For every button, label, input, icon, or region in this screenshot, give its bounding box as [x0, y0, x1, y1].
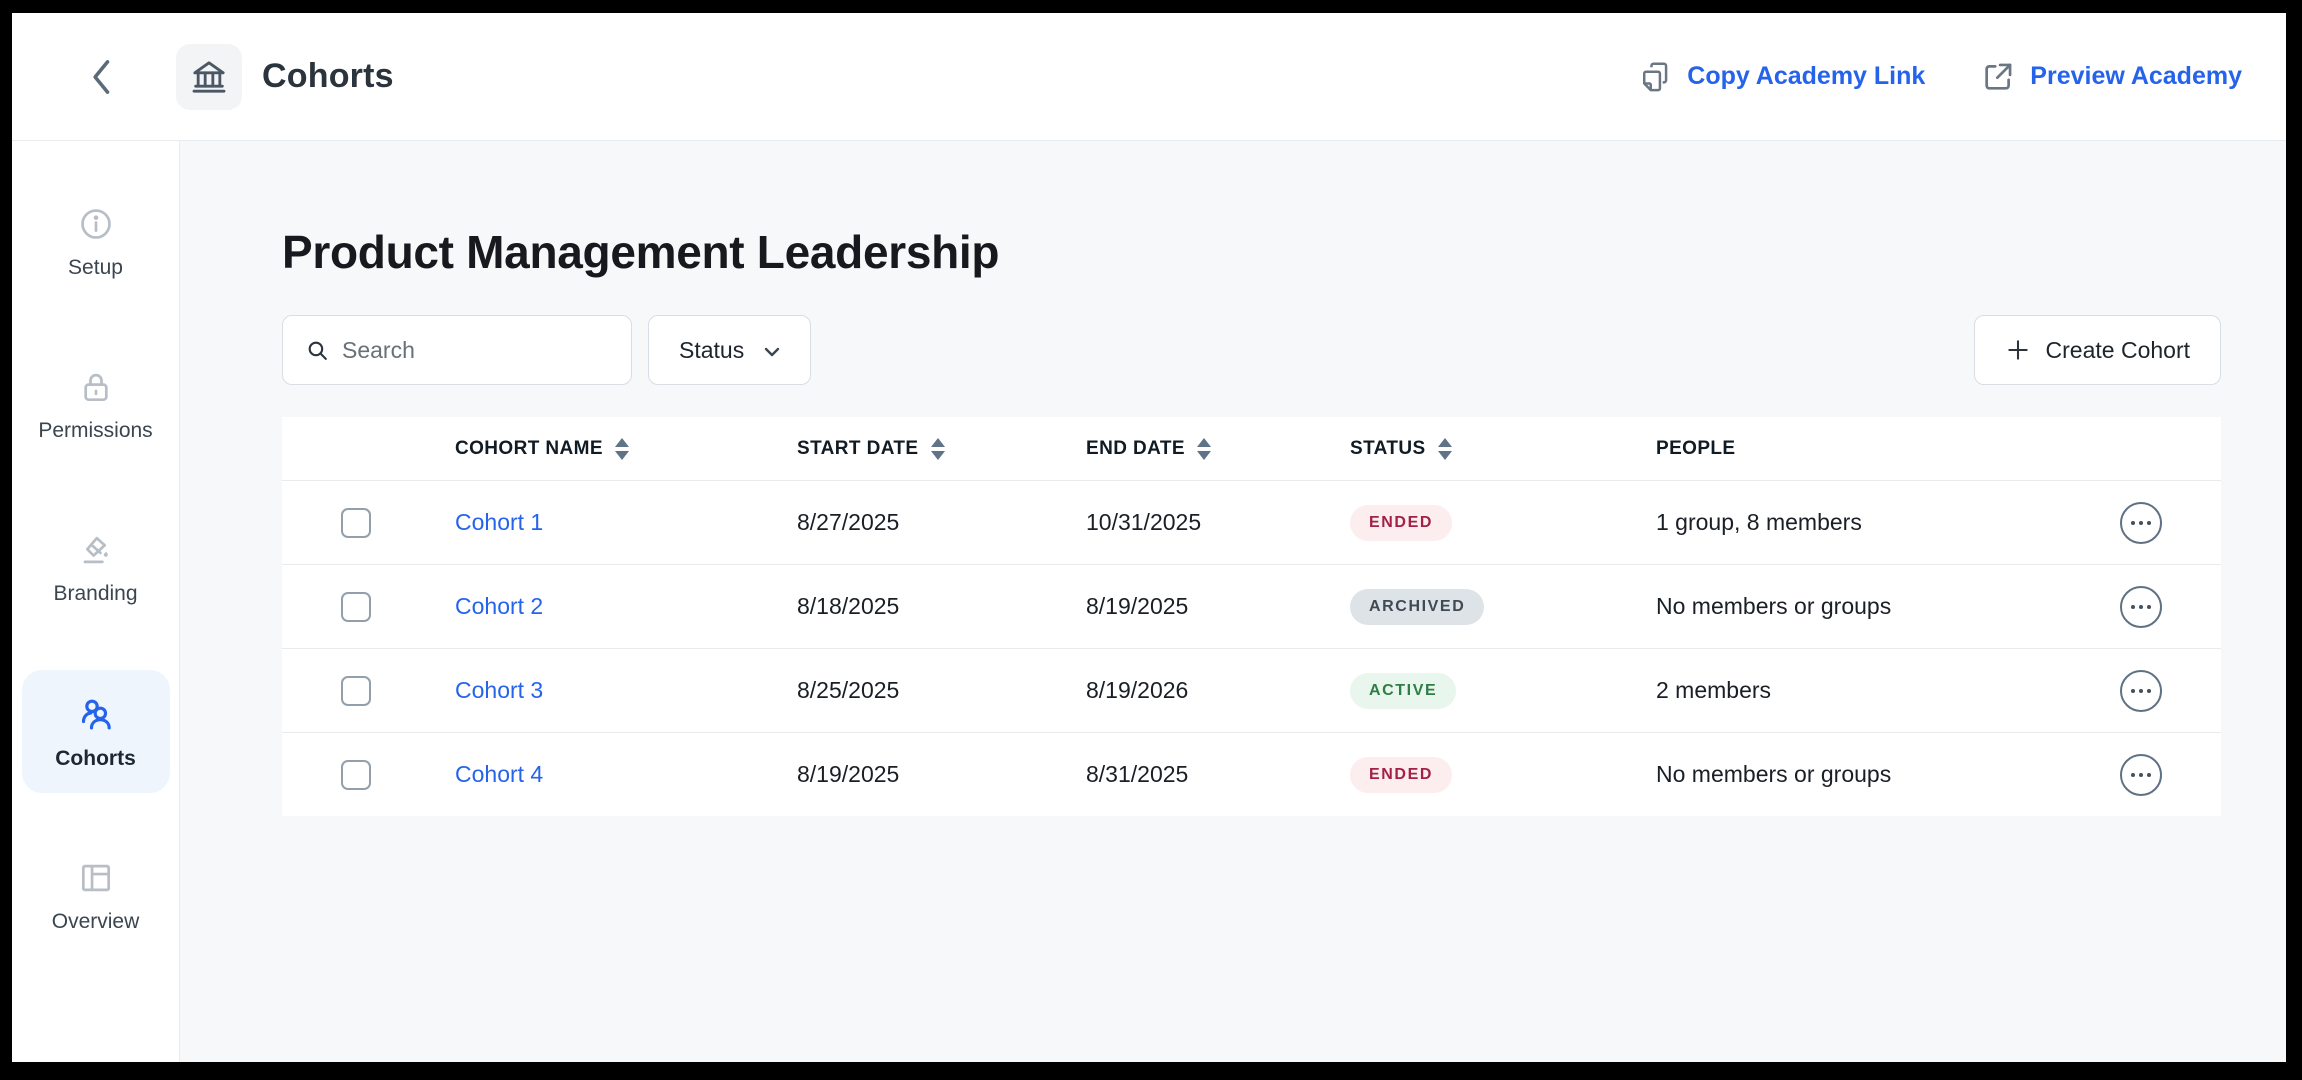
people-cell: 1 group, 8 members — [1656, 509, 1862, 535]
sidebar-item-overview[interactable]: Overview — [22, 835, 170, 956]
ellipsis-icon — [2131, 688, 2135, 693]
cohort-name-link[interactable]: Cohort 2 — [455, 593, 544, 619]
ellipsis-icon — [2131, 772, 2135, 777]
ellipsis-icon — [2131, 604, 2135, 609]
start-date-cell: 8/19/2025 — [797, 761, 900, 787]
academy-logo-chip — [176, 43, 242, 110]
table-row: Cohort 2 8/18/2025 8/19/2025 ARCHIVED No… — [282, 564, 2221, 648]
create-cohort-button[interactable]: Create Cohort — [1973, 315, 2221, 385]
sidebar-item-branding[interactable]: Branding — [22, 507, 170, 628]
people-cell: No members or groups — [1656, 761, 1892, 787]
page-title: Product Management Leadership — [282, 226, 1000, 278]
top-bar: Cohorts Copy Academy Link — [12, 13, 2286, 141]
start-date-cell: 8/27/2025 — [797, 509, 900, 535]
copy-icon — [1640, 60, 1672, 94]
lock-icon — [77, 368, 115, 406]
column-header-label: PEOPLE — [1656, 437, 1736, 459]
status-badge: ENDED — [1350, 504, 1453, 541]
layout-icon — [77, 859, 115, 897]
column-header-end[interactable]: END DATE — [1086, 437, 1350, 460]
column-header-start[interactable]: START DATE — [797, 437, 1086, 460]
sidebar: Setup Permissions Branding Cohorts Overv… — [12, 141, 180, 1062]
page-context-title: Cohorts — [262, 57, 394, 95]
chevron-left-icon — [85, 55, 119, 99]
preview-academy-button[interactable]: Preview Academy — [1981, 60, 2242, 94]
plus-icon — [2005, 337, 2031, 363]
main-content: Product Management Leadership Status — [180, 141, 2286, 1062]
row-actions-menu-button[interactable] — [2120, 753, 2162, 796]
sort-arrows-icon — [1196, 437, 1211, 460]
column-header-label: STATUS — [1350, 437, 1426, 459]
row-checkbox[interactable] — [341, 591, 371, 622]
cohort-name-link[interactable]: Cohort 1 — [455, 509, 544, 535]
people-icon — [76, 694, 116, 734]
topbar-actions: Copy Academy Link Preview Academy — [1640, 60, 2242, 94]
end-date-cell: 8/31/2025 — [1086, 761, 1189, 787]
cohort-name-link[interactable]: Cohort 4 — [455, 761, 544, 787]
start-date-cell: 8/18/2025 — [797, 593, 900, 619]
people-cell: No members or groups — [1656, 593, 1892, 619]
sidebar-item-setup[interactable]: Setup — [22, 181, 170, 302]
cohorts-table: COHORT NAME START DATE END DATE STATUS PEOPL… — [282, 417, 2221, 816]
chevron-down-icon — [760, 340, 784, 364]
paint-bucket-icon — [77, 531, 115, 569]
status-badge: ACTIVE — [1350, 672, 1457, 709]
preview-academy-label: Preview Academy — [2030, 62, 2242, 90]
table-row: Cohort 3 8/25/2025 8/19/2026 ACTIVE 2 me… — [282, 648, 2221, 732]
row-checkbox[interactable] — [341, 759, 371, 790]
external-link-icon — [1981, 60, 2015, 94]
row-checkbox[interactable] — [341, 675, 371, 706]
sidebar-item-cohorts[interactable]: Cohorts — [21, 670, 170, 793]
column-header-name[interactable]: COHORT NAME — [455, 437, 797, 460]
row-actions-menu-button[interactable] — [2120, 669, 2162, 712]
table-header-row: COHORT NAME START DATE END DATE STATUS PEOPL… — [282, 417, 2221, 480]
info-icon — [77, 205, 115, 243]
people-cell: 2 members — [1656, 677, 1772, 703]
search-box — [282, 315, 632, 385]
bank-icon — [189, 57, 229, 97]
column-header-status[interactable]: STATUS — [1350, 437, 1656, 460]
row-checkbox[interactable] — [341, 507, 371, 538]
end-date-cell: 8/19/2025 — [1086, 593, 1189, 619]
back-button[interactable] — [80, 55, 124, 99]
end-date-cell: 8/19/2026 — [1086, 677, 1189, 703]
search-input[interactable] — [342, 336, 613, 364]
column-header-label: COHORT NAME — [455, 437, 603, 459]
controls-row: Status Create Cohort — [282, 315, 2221, 385]
status-badge: ARCHIVED — [1350, 588, 1485, 625]
table-row: Cohort 1 8/27/2025 10/31/2025 ENDED 1 gr… — [282, 480, 2221, 564]
app-window: Cohorts Copy Academy Link — [12, 13, 2286, 1062]
create-cohort-label: Create Cohort — [2045, 336, 2190, 363]
search-icon — [305, 338, 330, 363]
sort-arrows-icon — [930, 437, 945, 460]
status-filter-dropdown[interactable]: Status — [648, 315, 812, 385]
status-filter-label: Status — [679, 336, 745, 363]
sort-arrows-icon — [1437, 437, 1452, 460]
row-actions-menu-button[interactable] — [2120, 585, 2162, 628]
end-date-cell: 10/31/2025 — [1086, 509, 1202, 535]
ellipsis-icon — [2131, 520, 2135, 525]
copy-academy-link-button[interactable]: Copy Academy Link — [1640, 60, 1925, 94]
status-badge: ENDED — [1350, 756, 1453, 793]
column-header-label: START DATE — [797, 437, 919, 459]
row-actions-menu-button[interactable] — [2120, 501, 2162, 544]
column-header-people: PEOPLE — [1656, 438, 2111, 460]
column-header-label: END DATE — [1086, 437, 1185, 459]
start-date-cell: 8/25/2025 — [797, 677, 900, 703]
copy-academy-link-label: Copy Academy Link — [1687, 62, 1926, 90]
sort-arrows-icon — [614, 437, 629, 460]
sidebar-item-permissions[interactable]: Permissions — [22, 344, 170, 465]
table-row: Cohort 4 8/19/2025 8/31/2025 ENDED No me… — [282, 732, 2221, 816]
cohort-name-link[interactable]: Cohort 3 — [455, 677, 544, 703]
